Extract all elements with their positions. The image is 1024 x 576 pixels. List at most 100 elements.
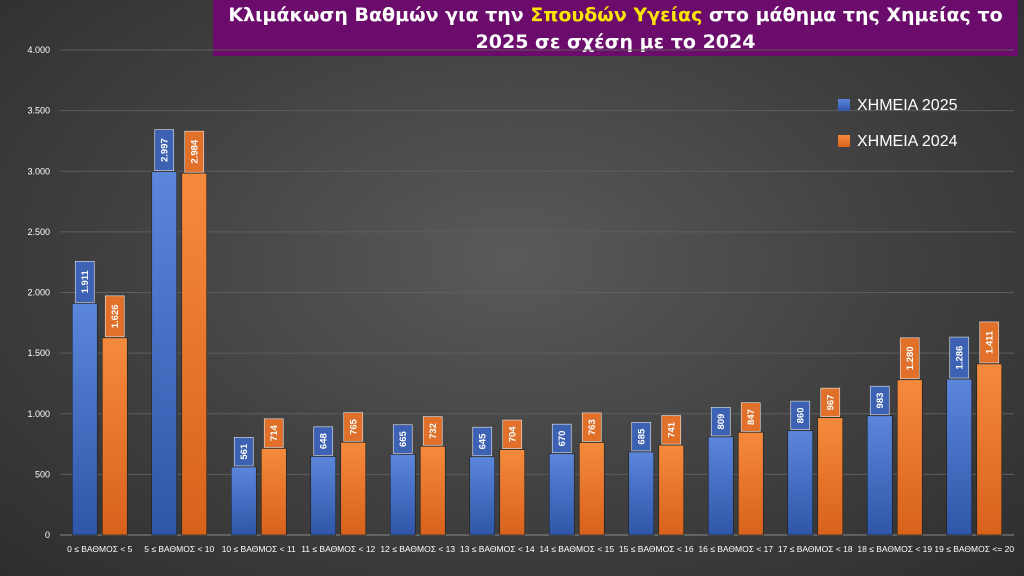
bar-2024	[817, 417, 844, 536]
chart-title: Κλιμάκωση Βαθμών για την Σπουδών Υγείας …	[213, 0, 1018, 56]
chart-title-highlight: Σπουδών Υγείας	[530, 4, 703, 26]
x-category-label: 15 ≤ ΒΑΘΜΟΣ < 16	[619, 544, 694, 554]
bar-2024	[499, 449, 526, 536]
y-tick-label: 3.500	[27, 106, 50, 116]
data-label-box	[263, 418, 284, 448]
bar-2025	[310, 456, 337, 536]
data-label: 665	[398, 430, 409, 447]
data-label-box	[869, 385, 890, 416]
x-category-label: 16 ≤ ΒΑΘΜΟΣ < 17	[698, 544, 773, 554]
data-label: 1.286	[955, 346, 966, 370]
data-label: 561	[239, 443, 250, 460]
bar-2024	[896, 379, 923, 536]
bar-2025	[707, 436, 734, 536]
data-label-box	[154, 129, 175, 171]
data-label: 714	[269, 424, 280, 441]
data-label-box	[820, 387, 841, 418]
bar-2024	[976, 363, 1003, 536]
bar-2025	[230, 466, 257, 536]
x-category-label: 0 ≤ ΒΑΘΜΟΣ < 5	[67, 544, 133, 554]
y-tick-label: 4.000	[27, 45, 50, 55]
data-label-box	[790, 400, 811, 431]
data-label-box	[502, 419, 523, 449]
data-label-box	[551, 423, 572, 454]
data-label: 1.626	[110, 304, 121, 328]
data-label: 685	[637, 428, 648, 445]
legend-label: ΧΗΜΕΙΑ 2024	[857, 133, 958, 150]
data-label-box	[581, 412, 602, 442]
data-label-box	[392, 424, 413, 454]
data-label-box	[184, 130, 205, 173]
data-label: 860	[796, 407, 807, 423]
bar-2025	[628, 451, 655, 536]
data-label: 732	[428, 423, 439, 439]
data-label: 983	[875, 393, 886, 409]
data-label-box	[422, 416, 443, 446]
x-category-label: 12 ≤ ΒΑΘΜΟΣ < 13	[380, 544, 455, 554]
y-tick-label: 1.500	[27, 348, 50, 358]
bar-2024	[340, 441, 367, 536]
bar-2024	[181, 172, 208, 536]
bar-2024	[101, 337, 128, 536]
x-category-label: 17 ≤ ΒΑΘΜΟΣ < 18	[778, 544, 853, 554]
y-tick-label: 500	[35, 469, 50, 479]
x-category-label: 18 ≤ ΒΑΘΜΟΣ < 19	[857, 544, 932, 554]
data-label-box	[631, 422, 652, 452]
bar-2024	[578, 442, 605, 536]
bar-2025	[389, 454, 416, 536]
chart-title-part2: στο μάθημα της Χημείας το 2025 σε σχέση …	[475, 4, 1003, 53]
y-tick-label: 2.500	[27, 227, 50, 237]
data-label-box	[74, 260, 95, 303]
data-label-box	[313, 426, 334, 456]
data-label: 847	[746, 409, 757, 425]
bar-2025	[787, 430, 814, 536]
data-label: 809	[716, 414, 727, 430]
bar-2025	[548, 453, 575, 536]
data-label-box	[740, 402, 761, 432]
data-label-box	[472, 426, 493, 457]
data-label: 765	[349, 418, 360, 435]
data-label: 2.984	[190, 139, 201, 163]
data-label: 763	[587, 419, 598, 435]
bar-2024	[658, 444, 685, 536]
data-label-box	[710, 407, 731, 437]
x-category-label: 13 ≤ ΒΑΘΜΟΣ < 14	[460, 544, 535, 554]
x-category-label: 11 ≤ ΒΑΘΜΟΣ < 12	[301, 544, 375, 554]
x-category-label: 19 ≤ ΒΑΘΜΟΣ <= 20	[934, 544, 1014, 554]
data-label-box	[104, 295, 125, 338]
bar-2025	[469, 456, 496, 536]
x-category-label: 14 ≤ ΒΑΘΜΟΣ < 15	[539, 544, 614, 554]
data-label: 1.911	[80, 269, 91, 293]
y-tick-label: 1.000	[27, 409, 50, 419]
data-label-box	[661, 415, 682, 445]
legend-swatch-2024	[838, 135, 850, 147]
x-category-label: 10 ≤ ΒΑΘΜΟΣ < 11	[222, 544, 296, 554]
data-label: 1.280	[905, 346, 916, 370]
bar-2024	[737, 432, 764, 536]
data-label: 670	[557, 431, 568, 447]
bar-2024	[260, 448, 287, 536]
legend-swatch-2025	[838, 99, 850, 111]
chart-title-part1: Κλιμάκωση Βαθμών για την	[228, 4, 531, 26]
data-label: 704	[508, 426, 519, 443]
data-label: 1.411	[985, 330, 996, 354]
data-label-box	[949, 336, 970, 379]
data-label-box	[979, 321, 1000, 364]
bar-2025	[71, 302, 98, 536]
y-tick-label: 0	[45, 530, 50, 540]
data-label: 645	[478, 433, 489, 450]
bar-2024	[419, 445, 446, 536]
x-category-label: 5 ≤ ΒΑΘΜΟΣ < 10	[144, 544, 214, 554]
data-label: 648	[319, 433, 330, 449]
data-label-box	[899, 337, 920, 380]
y-tick-label: 2.000	[27, 288, 50, 298]
data-label-box	[233, 437, 254, 467]
data-label-box	[343, 412, 364, 442]
data-label: 967	[826, 395, 837, 411]
bar-2025	[151, 171, 178, 536]
data-label: 741	[667, 421, 678, 438]
legend-label: ΧΗΜΕΙΑ 2025	[857, 97, 958, 114]
bar-2025	[946, 378, 973, 536]
y-tick-label: 3.000	[27, 166, 50, 176]
